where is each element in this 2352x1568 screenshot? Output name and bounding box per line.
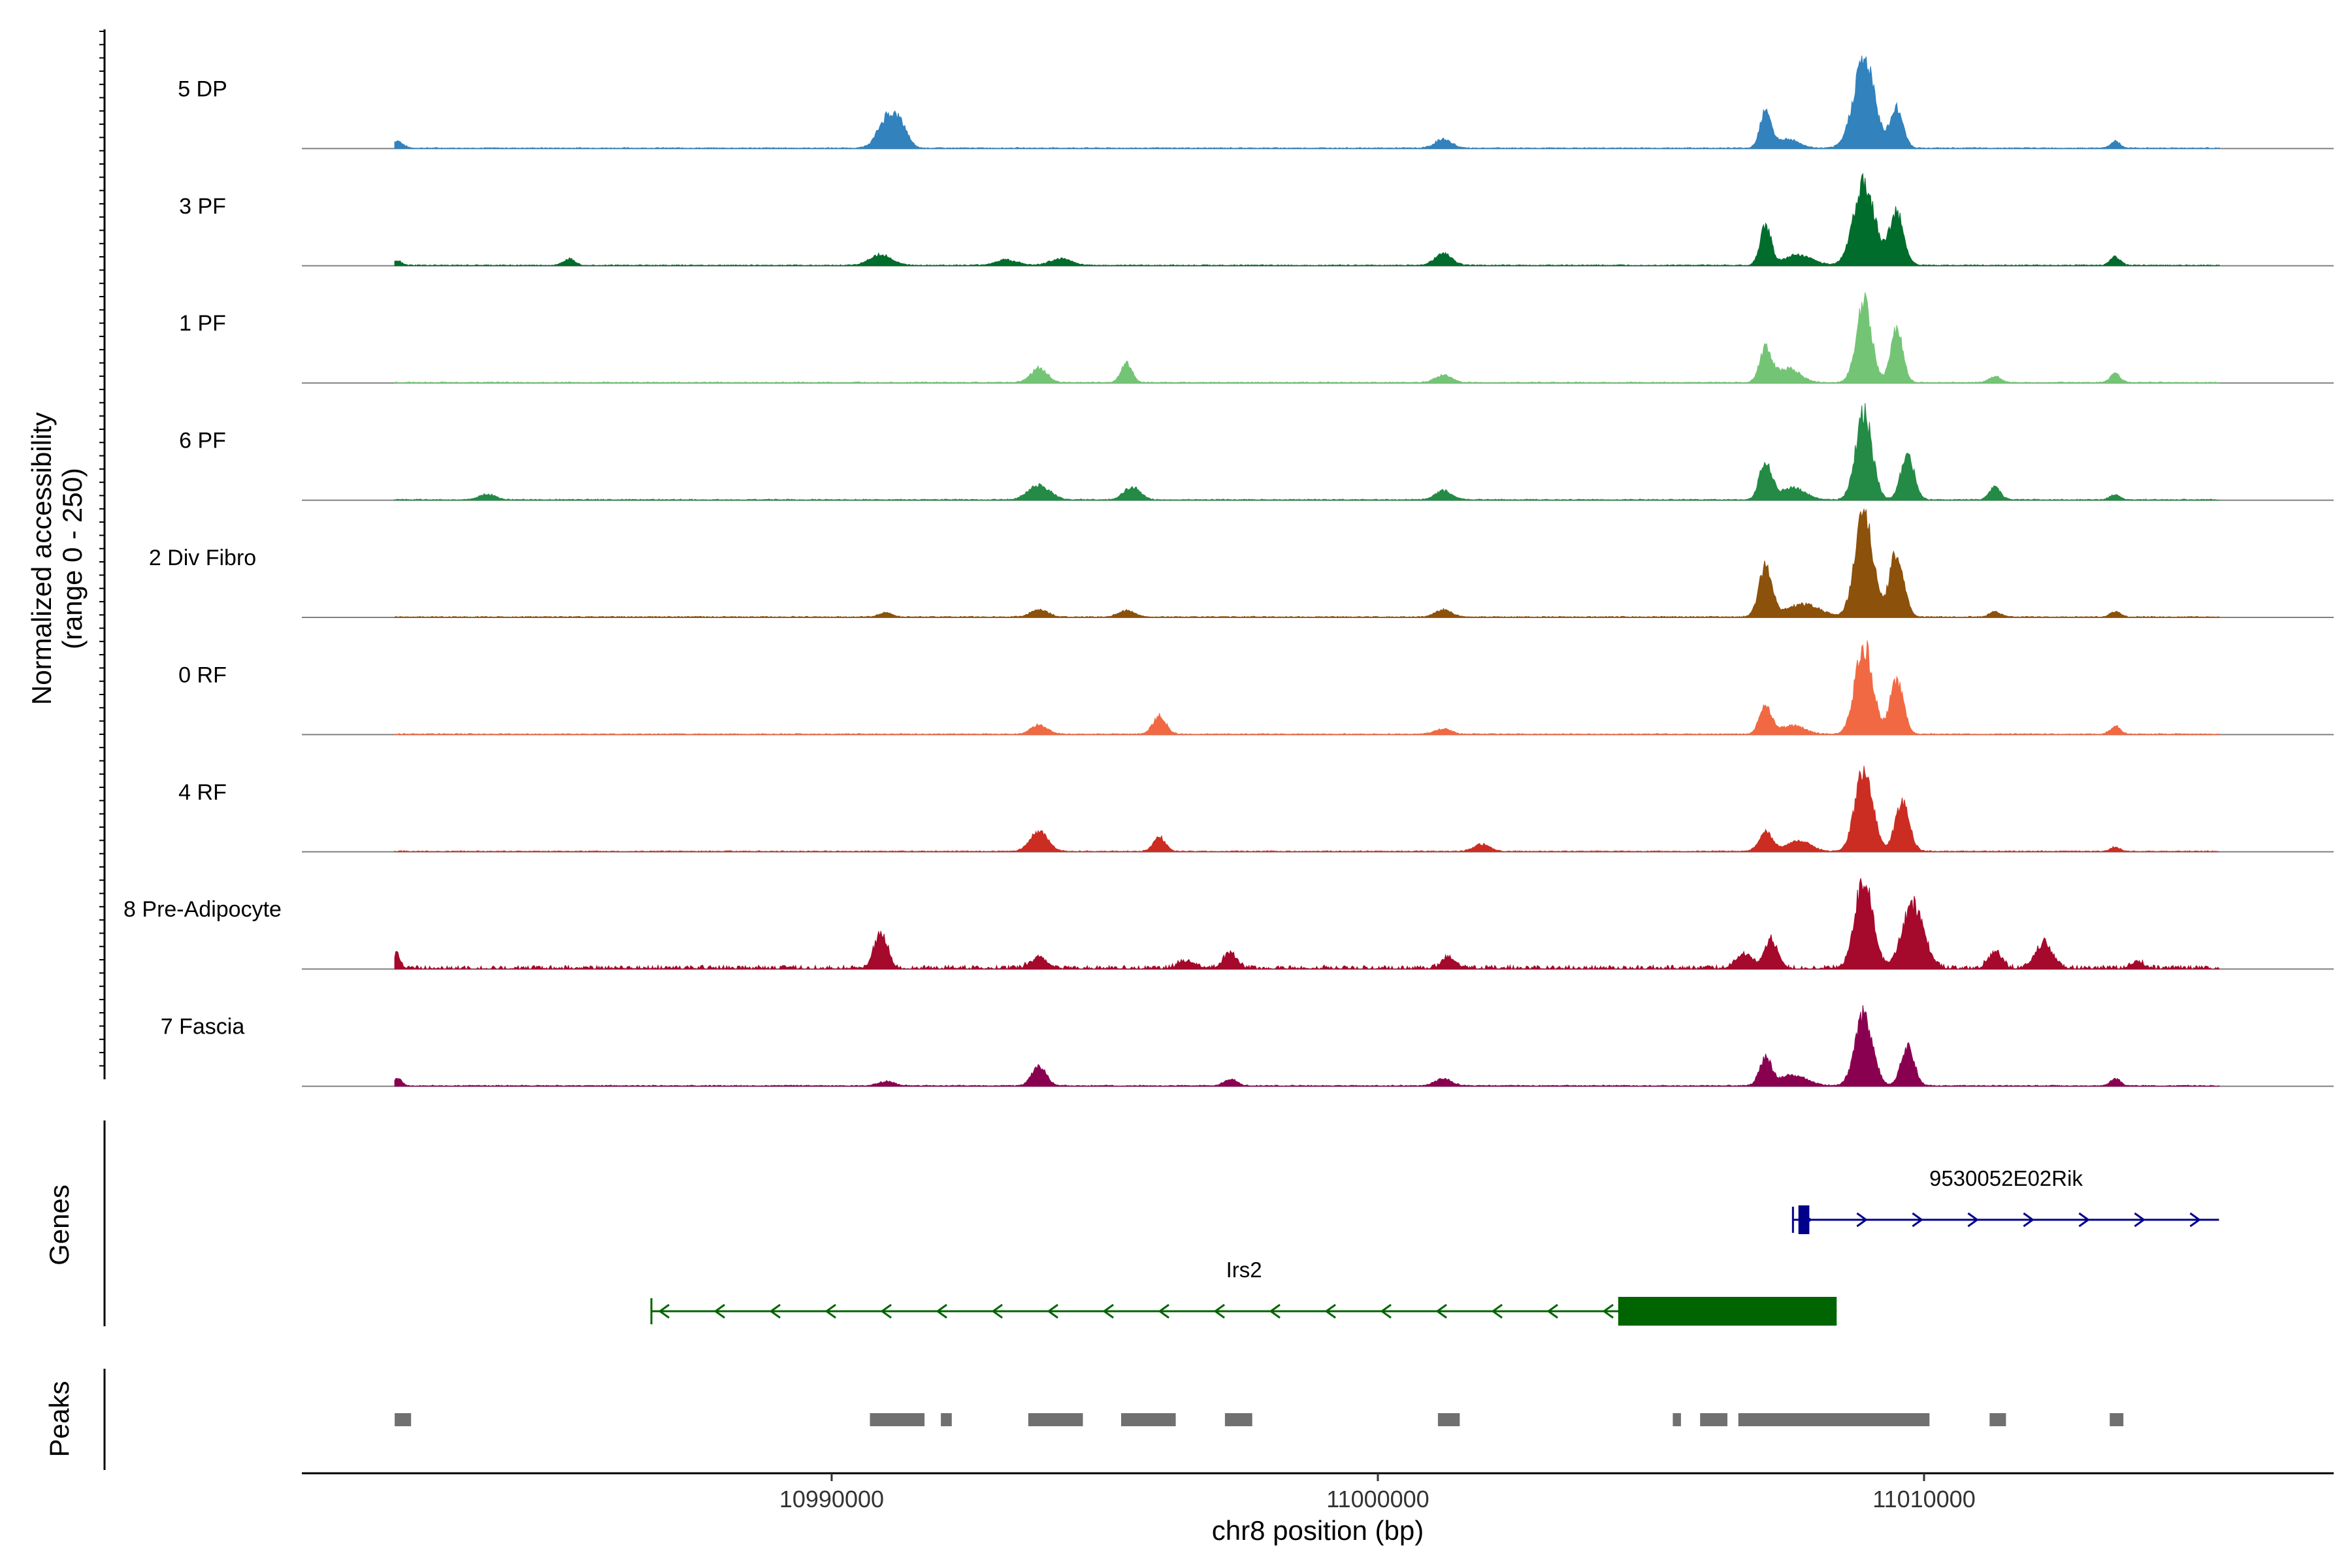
gene-annotations: Irs2 9530052E02Rik — [650, 1166, 2219, 1326]
strand-arrow-icon — [1967, 1212, 1979, 1228]
peak-region — [1121, 1413, 1176, 1426]
strand-arrow-icon — [880, 1303, 892, 1319]
gene-irs2: Irs2 — [650, 1258, 1837, 1326]
track-1-pf: 1 PF — [179, 292, 2334, 384]
gene-label: 9530052E02Rik — [1929, 1166, 2083, 1190]
strand-arrow-icon — [1324, 1303, 1336, 1319]
strand-arrow-icon — [1856, 1212, 1868, 1228]
track-label: 5 DP — [178, 76, 227, 101]
peak-region — [2110, 1413, 2124, 1426]
x-tick-label: 11010000 — [1872, 1486, 1976, 1512]
track-label: 1 PF — [179, 311, 226, 336]
coverage-tracks: 5 DP 3 PF 1 PF 6 PF 2 Div Fibro 0 RF 4 RF 8 Pre… — [123, 56, 2334, 1087]
strand-arrow-icon — [2189, 1212, 2201, 1228]
track-label: 3 PF — [179, 194, 226, 219]
strand-arrow-icon — [1158, 1303, 1169, 1319]
track-label: 2 Div Fibro — [149, 546, 256, 570]
peak-region — [1028, 1413, 1083, 1426]
track-5-dp: 5 DP — [178, 56, 2334, 150]
strand-arrow-icon — [1912, 1212, 1923, 1228]
track-label: 6 PF — [179, 429, 226, 453]
strand-arrow-icon — [1102, 1303, 1114, 1319]
strand-arrow-icon — [1213, 1303, 1225, 1319]
track-coverage-area — [394, 292, 2219, 384]
track-coverage-area — [394, 56, 2219, 150]
gene-exon-block — [1618, 1297, 1837, 1326]
track-coverage-area — [394, 403, 2219, 501]
track-0-rf: 0 RF — [178, 640, 2334, 736]
x-axis-ticks: 10990000 11000000 11010000 — [779, 1473, 1976, 1512]
strand-arrow-icon — [2134, 1212, 2146, 1228]
track-coverage-area — [394, 640, 2219, 736]
strand-arrow-icon — [769, 1303, 781, 1319]
strand-arrow-icon — [936, 1303, 947, 1319]
peak-region — [1437, 1413, 1460, 1426]
track-coverage-area — [394, 508, 2219, 618]
peak-region — [1224, 1413, 1252, 1426]
strand-arrow-icon — [658, 1303, 670, 1319]
track-label: 8 Pre-Adipocyte — [123, 897, 282, 922]
peak-region — [395, 1413, 412, 1426]
track-label: 7 Fascia — [161, 1015, 245, 1039]
strand-arrow-icon — [1602, 1303, 1614, 1319]
peaks-panel-label: Peaks — [44, 1381, 74, 1458]
x-axis-title: chr8 position (bp) — [1212, 1515, 1424, 1546]
strand-arrow-icon — [1380, 1303, 1392, 1319]
gene-exon-block — [1798, 1205, 1810, 1234]
peak-region — [870, 1413, 925, 1426]
strand-arrow-icon — [2023, 1212, 2034, 1228]
strand-arrow-icon — [1546, 1303, 1558, 1319]
track-2-div-fibro: 2 Div Fibro — [149, 508, 2334, 618]
track-8-pre-adipocyte: 8 Pre-Adipocyte — [123, 877, 2334, 970]
peak-region — [1673, 1413, 1681, 1426]
strand-arrow-icon — [1435, 1303, 1447, 1319]
track-coverage-area — [394, 766, 2219, 853]
track-coverage-area — [394, 172, 2219, 267]
coverage-y-axis-title: Normalized accessibility — [26, 412, 57, 705]
peak-region — [1989, 1413, 2006, 1426]
strand-arrow-icon — [1491, 1303, 1503, 1319]
track-6-pf: 6 PF — [179, 403, 2334, 501]
coverage-y-axis-range: (range 0 - 250) — [57, 468, 88, 649]
genes-panel-label: Genes — [44, 1184, 74, 1266]
x-tick-label: 11000000 — [1326, 1486, 1429, 1512]
peak-region — [941, 1413, 952, 1426]
gene-label: Irs2 — [1226, 1258, 1262, 1282]
x-tick-label: 10990000 — [779, 1486, 884, 1512]
gene-9530052e02rik: 9530052E02Rik — [1791, 1166, 2219, 1234]
peak-region — [1700, 1413, 1727, 1426]
strand-arrow-icon — [713, 1303, 725, 1319]
track-label: 0 RF — [178, 662, 227, 687]
strand-arrow-icon — [991, 1303, 1003, 1319]
track-7-fascia: 7 Fascia — [161, 1005, 2334, 1087]
peak-regions — [395, 1413, 2124, 1426]
strand-arrow-icon — [2078, 1212, 2090, 1228]
track-coverage-area — [394, 877, 2219, 970]
coverage-y-ticks — [99, 31, 105, 1067]
strand-arrow-icon — [1047, 1303, 1058, 1319]
strand-arrow-icon — [1269, 1303, 1281, 1319]
track-4-rf: 4 RF — [178, 766, 2334, 853]
strand-arrow-icon — [825, 1303, 836, 1319]
track-coverage-area — [394, 1005, 2219, 1087]
track-label: 4 RF — [178, 780, 227, 805]
track-3-pf: 3 PF — [179, 172, 2334, 267]
peak-region — [1738, 1413, 1930, 1426]
